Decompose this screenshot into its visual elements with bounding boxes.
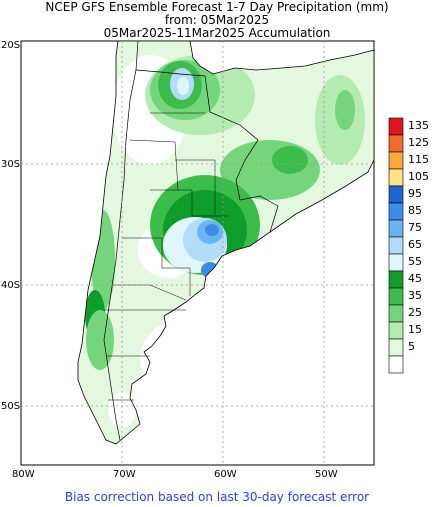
legend-swatch: [388, 117, 404, 136]
legend-swatch: [388, 321, 404, 340]
accumulation-period: 05Mar2025-11Mar2025 Accumulation: [103, 26, 331, 40]
legend-label: 55: [408, 255, 422, 268]
legend-swatch: [388, 253, 404, 272]
legend-label: 65: [408, 238, 422, 251]
legend-swatch: [388, 338, 404, 357]
dry-area-south: [108, 392, 136, 428]
border-bolivia-argentina: [135, 69, 206, 77]
legend-swatch: [388, 355, 404, 374]
border-brazil-argentina: [235, 139, 259, 201]
lon-label-80w: 80W: [12, 469, 35, 480]
province-line: [112, 284, 187, 301]
legend-label: 95: [408, 187, 422, 200]
province-borders: [104, 112, 228, 401]
forecast-start-date: from: 05Mar2025: [164, 13, 270, 27]
legend-label: 105: [408, 170, 429, 183]
rain-central-core: [272, 146, 308, 174]
legend-label: 35: [408, 289, 422, 302]
legend-swatch: [388, 219, 404, 238]
legend-swatch: [388, 168, 404, 187]
legend-label: 125: [408, 136, 429, 149]
rain-east-coast-core: [335, 90, 355, 130]
lon-label-60w: 60W: [214, 469, 237, 480]
province-line: [122, 237, 191, 296]
legend-label: 85: [408, 204, 422, 217]
province-line: [175, 159, 216, 215]
rain-core-north-inner: [177, 77, 189, 95]
graticule: [21, 41, 374, 465]
coastline: [77, 40, 375, 445]
legend-swatch: [388, 270, 404, 289]
legend-swatch: [388, 202, 404, 221]
lat-label-30s: 30S: [1, 159, 21, 170]
legend-swatch: [388, 185, 404, 204]
lon-label-50w: 50W: [315, 469, 338, 480]
border-chile-argentina: [103, 40, 139, 441]
rain-chile-south-outer: [86, 310, 114, 370]
border-paraguay: [204, 75, 259, 141]
legend-label: 135: [408, 119, 429, 132]
lat-label-50s: 50S: [1, 401, 21, 412]
legend-label: 75: [408, 221, 422, 234]
legend-label: 15: [408, 323, 422, 336]
legend-swatch: [388, 304, 404, 323]
legend-colorbar: [388, 117, 404, 374]
legend-label: 5: [408, 340, 415, 353]
lon-label-70w: 70W: [113, 469, 136, 480]
legend-swatch: [388, 134, 404, 153]
bias-correction-note: Bias correction based on last 30-day for…: [64, 490, 370, 504]
lat-label-40s: 40S: [1, 280, 21, 291]
legend-label: 115: [408, 153, 429, 166]
border-uruguay: [239, 195, 279, 233]
rain-pampas-max: [205, 224, 219, 236]
province-line: [129, 139, 179, 191]
legend-label: 25: [408, 306, 422, 319]
province-line: [150, 189, 228, 217]
legend-swatch: [388, 287, 404, 306]
lat-label-20s: 20S: [1, 40, 21, 51]
legend-swatch: [388, 151, 404, 170]
legend-swatch: [388, 236, 404, 255]
country-borders: [103, 40, 279, 441]
map-title: NCEP GFS Ensemble Forecast 1-7 Day Preci…: [45, 0, 389, 14]
legend-label: 45: [408, 272, 422, 285]
